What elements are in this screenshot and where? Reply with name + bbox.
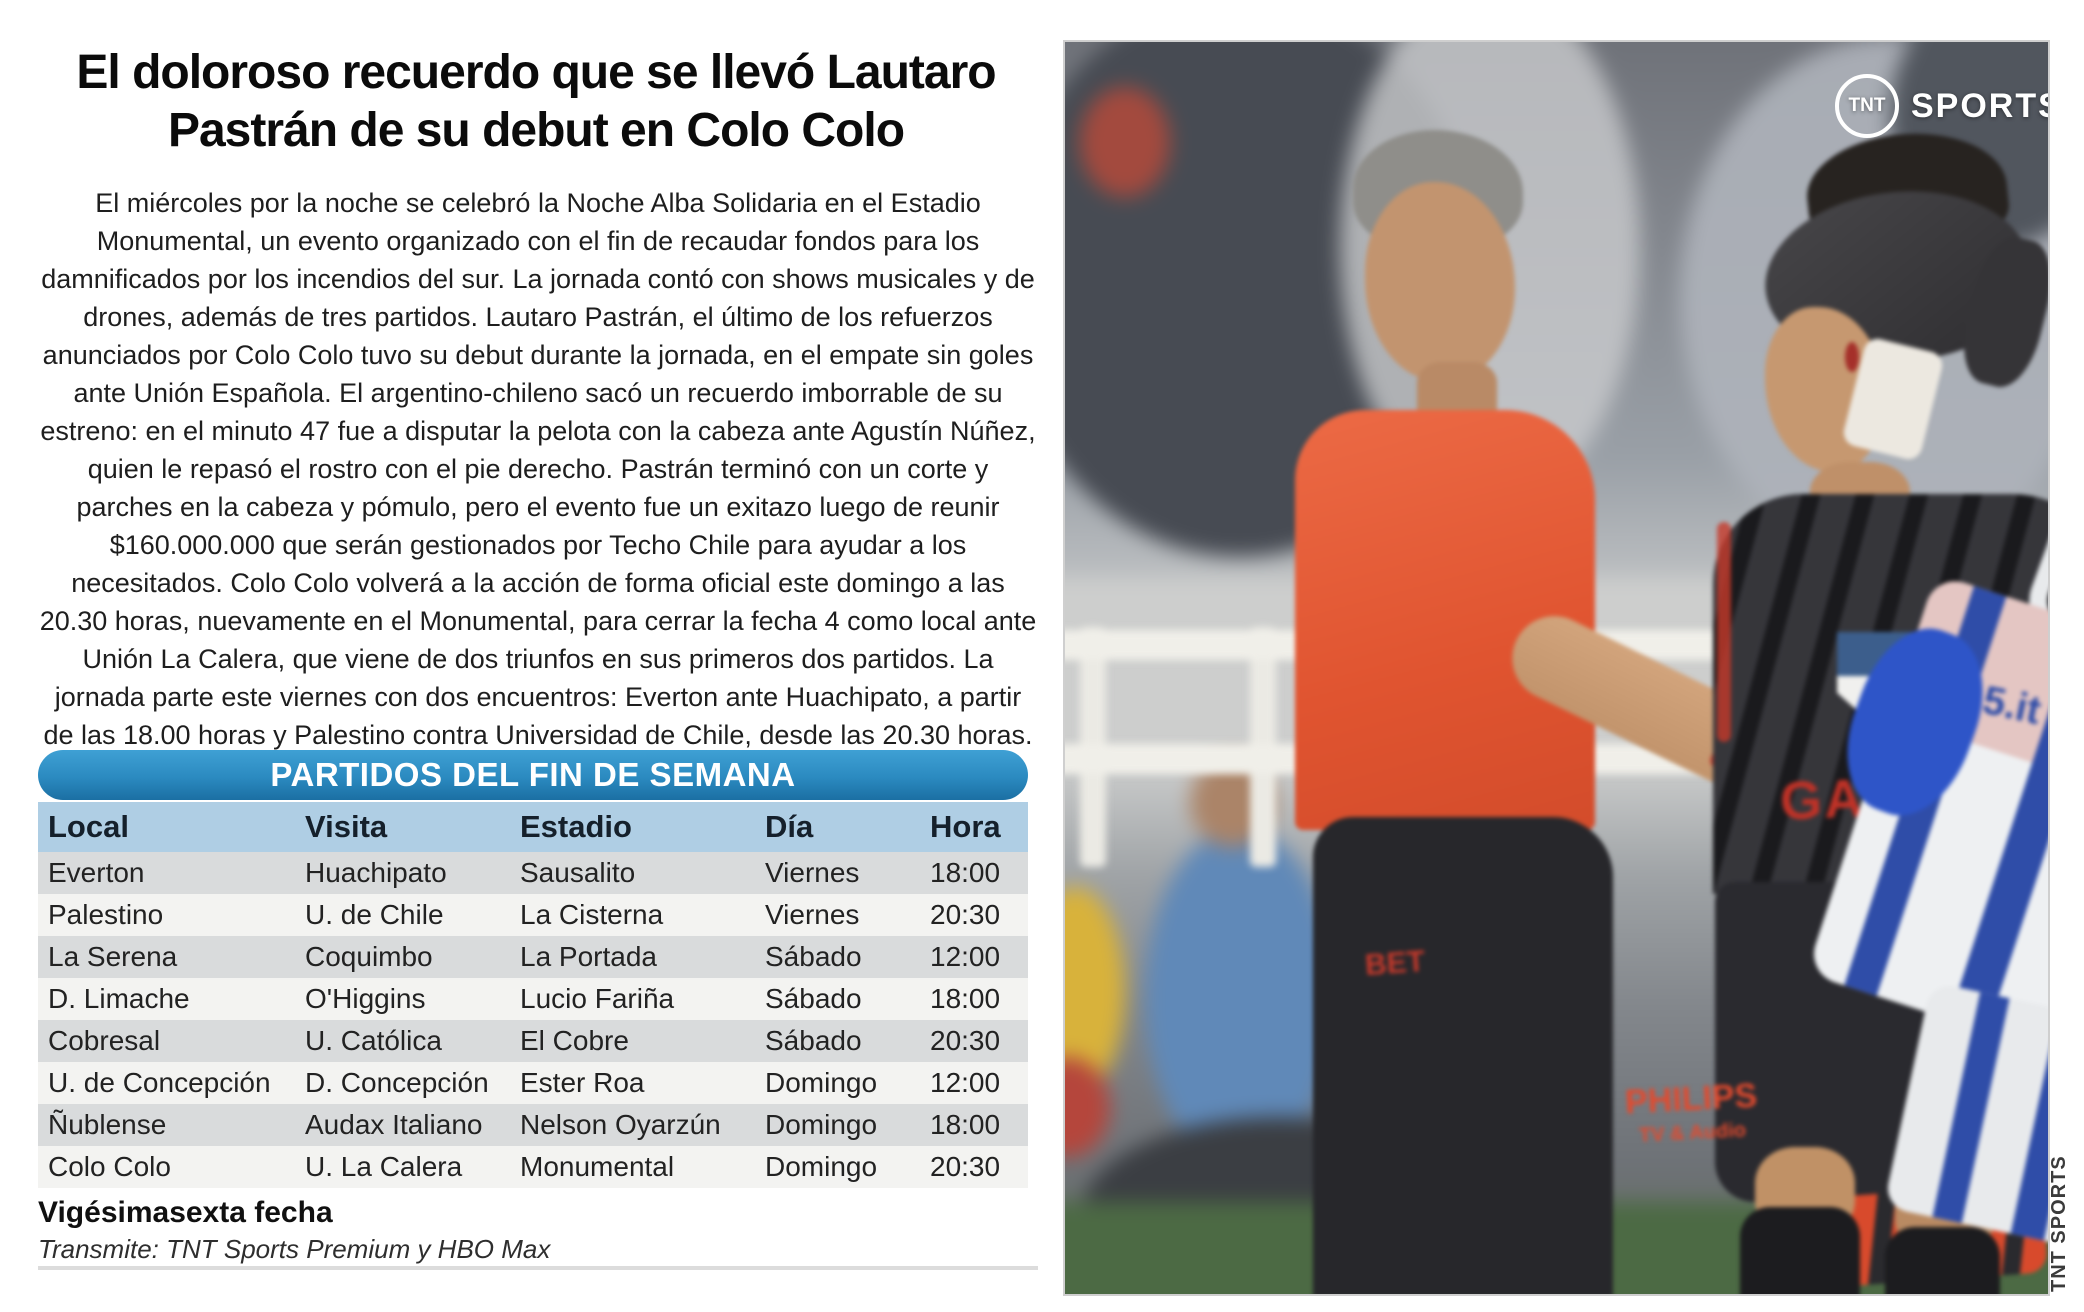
cell-dia: Sábado [765,1025,862,1056]
cell-estadio: Monumental [520,1151,675,1182]
table-row: Everton Huachipato Sausalito Viernes 18:… [38,852,1028,894]
col-header-visita: Visita [305,809,388,844]
cell-dia: Domingo [765,1109,878,1140]
table-row: D. Limache O'Higgins Lucio Fariña Sábado… [38,978,1028,1020]
col-header-estadio: Estadio [520,809,632,844]
cell-local: Colo Colo [48,1151,171,1182]
tnt-logo-text: TNT [1848,95,1886,116]
cell-estadio: Lucio Fariña [520,983,675,1014]
schedule-banner: PARTIDOS DEL FIN DE SEMANA [38,750,1028,800]
cell-visita: O'Higgins [305,983,426,1014]
cell-dia: Domingo [765,1067,878,1098]
schedule-table: Local Visita Estadio Día Hora Everton Hu… [38,802,1028,1188]
tnt-sports-logo: TNT SPORTS [1835,74,2050,138]
cell-hora: 12:00 [930,1067,1001,1098]
table-header-row: Local Visita Estadio Día Hora [38,802,1028,852]
cell-local: Cobresal [48,1025,161,1056]
cell-local: U. de Concepción [48,1067,271,1098]
cell-local: Ñublense [48,1109,167,1140]
cell-visita: Huachipato [305,857,447,888]
black-sock [1740,1207,1860,1294]
col-header-local: Local [48,809,129,844]
medic-face [1365,182,1515,382]
cell-local: La Serena [48,941,178,972]
headline-line-1: El doloroso recuerdo que se llevó Lautar… [76,46,996,99]
cell-dia: Sábado [765,941,862,972]
cell-hora: 20:30 [930,1151,1001,1182]
pants-sponsor-text: BET [1363,944,1427,983]
tnt-circle-icon: TNT [1835,74,1899,138]
cell-hora: 18:00 [930,1109,1001,1140]
cell-dia: Viernes [765,857,860,888]
table-row: U. de Concepción D. Concepción Ester Roa… [38,1062,1028,1104]
cell-visita: U. La Calera [305,1151,463,1182]
broadcast-label: Transmite: TNT Sports Premium y HBO Max [38,1234,551,1264]
table-row: Ñublense Audax Italiano Nelson Oyarzún D… [38,1104,1028,1146]
cell-estadio: La Cisterna [520,899,664,930]
table-row: Colo Colo U. La Calera Monumental Doming… [38,1146,1028,1188]
cell-hora: 18:00 [930,857,1001,888]
shorts-sponsor-brand: PHILIPS [1624,1076,1759,1122]
cell-visita: U. de Chile [305,899,444,930]
article-headline: El doloroso recuerdo que se llevó Lautar… [35,44,1037,160]
cell-hora: 18:00 [930,983,1001,1014]
blood-mark [1845,342,1859,372]
cell-estadio: La Portada [520,941,657,972]
cell-estadio: Ester Roa [520,1067,645,1098]
background-person-bib [1145,827,1335,1167]
cell-hora: 12:00 [930,941,1001,972]
cell-local: Palestino [48,899,164,930]
cell-dia: Viernes [765,899,860,930]
photo-credit-vertical: TNT SPORTS [2048,1155,2070,1292]
headline-line-2: Pastrán de su debut en Colo Colo [167,104,905,157]
cell-estadio: El Cobre [520,1025,629,1056]
cell-estadio: Nelson Oyarzún [520,1109,721,1140]
round-label: Vigésimasexta fecha [38,1196,333,1229]
cell-visita: U. Católica [305,1025,442,1056]
cell-dia: Domingo [765,1151,878,1182]
cell-hora: 20:30 [930,899,1001,930]
article-body: El miércoles por la noche se celebró la … [39,188,1037,750]
table-row: Cobresal U. Católica El Cobre Sábado 20:… [38,1020,1028,1062]
cell-visita: D. Concepción [305,1067,489,1098]
cell-local: D. Limache [48,983,190,1014]
cell-visita: Audax Italiano [305,1109,483,1140]
bottom-divider [38,1266,1038,1270]
col-header-dia: Día [765,809,814,844]
cell-dia: Sábado [765,983,862,1014]
black-sock [1885,1227,2000,1294]
match-photo: BET GABET PHIL [1063,40,2050,1296]
cell-hora: 20:30 [930,1025,1001,1056]
table-row: Palestino U. de Chile La Cisterna Vierne… [38,894,1028,936]
cell-visita: Coquimbo [305,941,433,972]
medic-pants [1313,817,1613,1294]
col-header-hora: Hora [930,809,1001,844]
cell-local: Everton [48,857,145,888]
cell-estadio: Sausalito [520,857,636,888]
table-row: La Serena Coquimbo La Portada Sábado 12:… [38,936,1028,978]
sports-logo-text: SPORTS [1911,86,2050,125]
